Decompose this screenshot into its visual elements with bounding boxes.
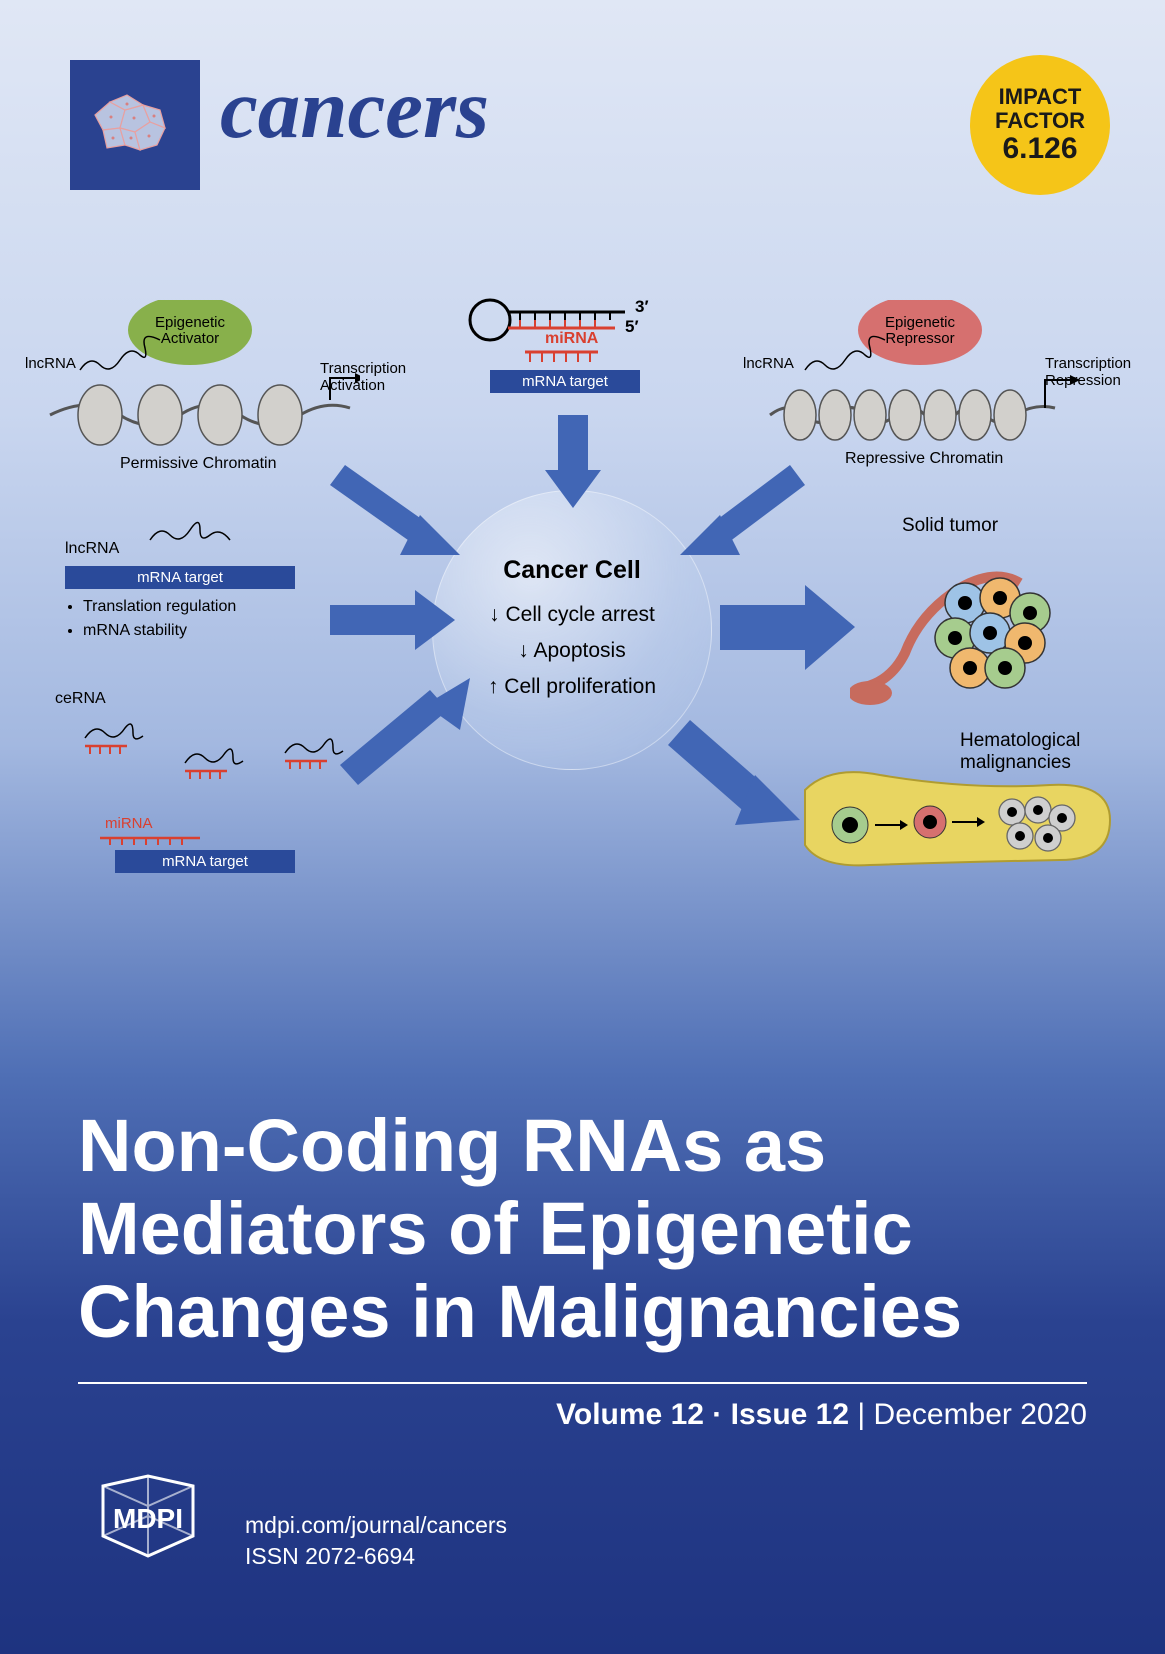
transcription-activation-label: Transcription Activation xyxy=(320,360,406,394)
hematological-group: Hematological malignancies xyxy=(790,750,1130,895)
sep: · xyxy=(704,1398,731,1431)
article-title: Non-Coding RNAs as Mediators of Epigenet… xyxy=(78,1105,1087,1354)
solid-tumor-illustration xyxy=(850,543,1080,723)
mirna-5p-label: 5′ xyxy=(625,317,639,337)
svg-text:Activator: Activator xyxy=(161,330,219,347)
publisher-url: mdpi.com/journal/cancers xyxy=(245,1510,507,1541)
permissive-chromatin-label: Permissive Chromatin xyxy=(120,455,276,473)
bullet-1: mRNA stability xyxy=(83,619,365,643)
mrna-target-bottom: mRNA target xyxy=(115,850,295,873)
cancer-cell-title: Cancer Cell xyxy=(503,556,641,585)
cancer-cell: Cancer Cell ↓ Cell cycle arrest ↓ Apopto… xyxy=(432,490,712,770)
lncrna-bullets: Translation regulation mRNA stability xyxy=(83,595,365,643)
hematological-label: Hematological malignancies xyxy=(960,730,1080,774)
issue: Issue 12 xyxy=(731,1398,849,1431)
mirna-label: miRNA xyxy=(545,330,598,348)
solid-tumor-label: Solid tumor xyxy=(850,515,1050,537)
publisher-logo: MDPI xyxy=(78,1474,218,1574)
lncrna-label-left: lncRNA xyxy=(25,355,76,372)
journal-name: cancers xyxy=(220,60,489,158)
cancer-item-0: ↓ Cell cycle arrest xyxy=(489,603,655,627)
impact-factor-badge: IMPACT FACTOR 6.126 xyxy=(970,55,1110,195)
impact-value: 6.126 xyxy=(1002,132,1077,165)
cancer-item-1: ↓ Apoptosis xyxy=(518,639,625,663)
mirna-group: 3′ 5′ miRNA mRNA target xyxy=(450,280,690,405)
publisher-info: mdpi.com/journal/cancers ISSN 2072-6694 xyxy=(245,1510,507,1572)
publisher-name: MDPI xyxy=(113,1503,183,1534)
repressor-group: Epigenetic Repressor lncRNA Transcriptio… xyxy=(745,300,1125,465)
cells-icon xyxy=(85,80,185,170)
publisher-issn: ISSN 2072-6694 xyxy=(245,1541,507,1572)
repressive-chromatin-label: Repressive Chromatin xyxy=(845,450,1003,468)
lncrna-mid-icon xyxy=(145,505,255,550)
bullet-0: Translation regulation xyxy=(83,595,365,619)
svg-text:Epigenetic: Epigenetic xyxy=(155,314,226,331)
title-rule xyxy=(78,1382,1087,1384)
activator-group: Epigenetic Activator lncRNA Transcriptio… xyxy=(30,300,360,465)
impact-label-2: FACTOR xyxy=(995,109,1085,132)
mrna-target-mid: mRNA target xyxy=(65,566,295,589)
lncrna-mid-group: lncRNA mRNA target Translation regulatio… xyxy=(65,540,365,643)
cerna-illustration xyxy=(55,708,375,838)
svg-text:Epigenetic: Epigenetic xyxy=(885,314,956,331)
solid-tumor-group: Solid tumor xyxy=(850,515,1110,728)
transcription-repression-label: Transcription Repression xyxy=(1045,355,1131,389)
date: December 2020 xyxy=(874,1398,1087,1431)
journal-logo-box xyxy=(70,60,200,190)
volume: Volume 12 xyxy=(556,1398,704,1431)
lncrna-label-right: lncRNA xyxy=(743,355,794,372)
mirna-3p-label: 3′ xyxy=(635,297,649,317)
cancer-item-2: ↑ Cell proliferation xyxy=(488,675,656,699)
cerna-group: ceRNA miRNA mRNA target xyxy=(55,690,385,843)
divider: | xyxy=(857,1398,873,1431)
impact-label-1: IMPACT xyxy=(999,85,1082,108)
svg-text:Repressor: Repressor xyxy=(885,330,954,347)
activator-illustration: Epigenetic Activator xyxy=(30,300,360,460)
cerna-label: ceRNA xyxy=(55,690,385,708)
mrna-target-top: mRNA target xyxy=(490,370,640,393)
central-diagram: Epigenetic Activator lncRNA Transcriptio… xyxy=(0,260,1165,980)
mirna-bottom-strand xyxy=(95,830,215,850)
issue-line: Volume 12 · Issue 12 | December 2020 xyxy=(556,1398,1087,1432)
